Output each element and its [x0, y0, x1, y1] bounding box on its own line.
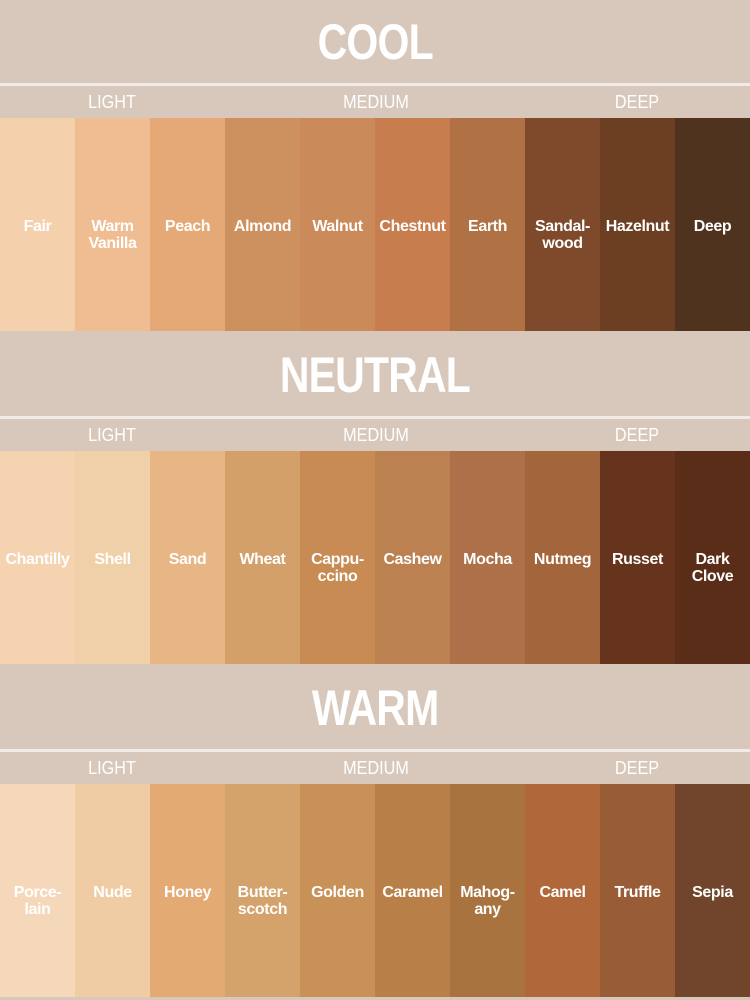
tier-label-deep: DEEP [614, 758, 660, 778]
tier-header: LIGHT MEDIUM DEEP [0, 86, 750, 118]
swatch-label: Butter- scotch [237, 884, 288, 918]
section-cool: COOL LIGHT MEDIUM DEEP Fair Warm Vanilla Peach… [0, 0, 750, 331]
tier-label-light: LIGHT [88, 92, 136, 112]
swatch-label: Peach [164, 218, 211, 235]
color-swatch: Nude [75, 784, 150, 997]
tier-label-light: LIGHT [88, 758, 136, 778]
swatch-label: Hazelnut [605, 218, 670, 235]
section-title: NEUTRAL [279, 346, 471, 403]
swatch-label: Honey [164, 884, 211, 901]
tier-label-medium: MEDIUM [343, 92, 409, 112]
section-neutral: NEUTRAL LIGHT MEDIUM DEEP Chantilly Shell Sand… [0, 333, 750, 664]
color-swatch: Golden [300, 784, 375, 997]
color-swatch: Porce- lain [0, 784, 75, 997]
swatch-label: Camel [539, 884, 586, 901]
section-title-band: WARM [0, 666, 750, 749]
tier-header: LIGHT MEDIUM DEEP [0, 419, 750, 451]
section-warm: WARM LIGHT MEDIUM DEEP Porce- lain Nude Honey B… [0, 666, 750, 997]
color-swatch: Russet [600, 451, 675, 664]
color-swatch: Earth [450, 118, 525, 331]
swatch-label: Dark Clove [691, 551, 734, 585]
swatch-row: Fair Warm Vanilla Peach Almond Walnut Chestnu… [0, 118, 750, 331]
tier-label-medium: MEDIUM [343, 758, 409, 778]
swatch-label: Earth [468, 218, 507, 235]
swatch-label: Sepia [692, 884, 733, 901]
color-swatch: Hazelnut [600, 118, 675, 331]
color-swatch: Cashew [375, 451, 450, 664]
color-swatch: Fair [0, 118, 75, 331]
tier-label-deep: DEEP [614, 425, 660, 445]
swatch-label: Caramel [382, 884, 443, 901]
color-swatch: Warm Vanilla [75, 118, 150, 331]
color-swatch: Chestnut [375, 118, 450, 331]
color-swatch: Peach [150, 118, 225, 331]
color-swatch: Truffle [600, 784, 675, 997]
swatch-label: Nude [93, 884, 132, 901]
color-swatch: Deep [675, 118, 750, 331]
color-swatch: Mahog- any [450, 784, 525, 997]
divider [0, 749, 750, 752]
color-swatch: Camel [525, 784, 600, 997]
swatch-label: Golden [311, 884, 364, 901]
swatch-label: Chantilly [5, 551, 70, 568]
color-swatch: Sepia [675, 784, 750, 997]
color-swatch: Shell [75, 451, 150, 664]
color-swatch: Butter- scotch [225, 784, 300, 997]
color-swatch: Almond [225, 118, 300, 331]
color-swatch: Honey [150, 784, 225, 997]
swatch-row: Porce- lain Nude Honey Butter- scotch Golden… [0, 784, 750, 997]
color-swatch: Dark Clove [675, 451, 750, 664]
swatch-label: Porce- lain [13, 884, 62, 918]
swatch-label: Sand [168, 551, 207, 568]
color-swatch: Sandal- wood [525, 118, 600, 331]
section-title: WARM [311, 679, 439, 736]
swatch-label: Deep [693, 218, 732, 235]
color-swatch: Mocha [450, 451, 525, 664]
color-swatch: Caramel [375, 784, 450, 997]
divider [0, 83, 750, 86]
tier-label-light: LIGHT [88, 425, 136, 445]
swatch-label: Sandal- wood [535, 218, 590, 252]
swatch-label: Wheat [239, 551, 286, 568]
section-title: COOL [317, 13, 433, 70]
color-swatch: Walnut [300, 118, 375, 331]
tier-label-deep: DEEP [614, 92, 660, 112]
swatch-label: Nutmeg [533, 551, 592, 568]
swatch-label: Warm Vanilla [88, 218, 137, 252]
tier-header: LIGHT MEDIUM DEEP [0, 752, 750, 784]
tier-label-medium: MEDIUM [343, 425, 409, 445]
section-title-band: COOL [0, 0, 750, 83]
swatch-label: Almond [233, 218, 292, 235]
swatch-label: Truffle [614, 884, 661, 901]
swatch-label: Mocha [463, 551, 512, 568]
swatch-label: Russet [612, 551, 663, 568]
color-swatch: Nutmeg [525, 451, 600, 664]
swatch-label: Chestnut [379, 218, 446, 235]
color-swatch: Chantilly [0, 451, 75, 664]
color-swatch: Cappu- ccino [300, 451, 375, 664]
swatch-label: Mahog- any [460, 884, 515, 918]
color-swatch: Wheat [225, 451, 300, 664]
swatch-label: Cappu- ccino [311, 551, 364, 585]
swatch-label: Shell [94, 551, 131, 568]
swatch-label: Walnut [312, 218, 363, 235]
section-title-band: NEUTRAL [0, 333, 750, 416]
swatch-label: Fair [23, 218, 52, 235]
swatch-label: Cashew [383, 551, 442, 568]
divider [0, 416, 750, 419]
swatch-row: Chantilly Shell Sand Wheat Cappu- ccino Cashe… [0, 451, 750, 664]
color-swatch: Sand [150, 451, 225, 664]
